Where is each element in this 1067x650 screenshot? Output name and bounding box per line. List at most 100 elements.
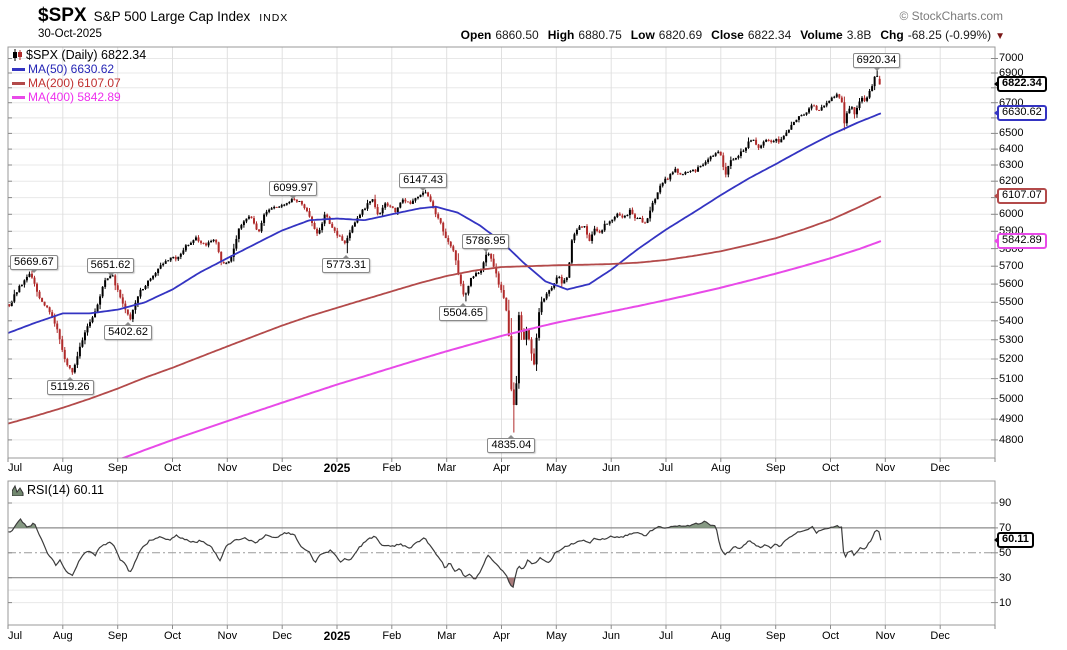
price-tick-label: 4900 bbox=[999, 413, 1024, 426]
price-tick-label: 4800 bbox=[999, 433, 1024, 446]
month-label: Aug bbox=[711, 462, 731, 474]
rsi-line bbox=[8, 517, 882, 589]
rsi-callout: 60.11 bbox=[994, 532, 1034, 549]
quote-label-high: High bbox=[547, 28, 575, 42]
rsi-fill-above-70 bbox=[8, 519, 881, 528]
price-tick-label: 6300 bbox=[999, 158, 1024, 171]
legend-symbol-label: $SPX (Daily) 6822.34 bbox=[26, 48, 147, 62]
month-label: Sep bbox=[107, 630, 128, 642]
quote-value-low: 6820.69 bbox=[658, 28, 703, 42]
month-label: Nov bbox=[875, 630, 896, 642]
month-label: Aug bbox=[711, 630, 731, 642]
rsi-tick-label: 50 bbox=[999, 546, 1012, 559]
symbol: $SPX bbox=[38, 5, 87, 26]
quote-value-chg: -68.25 (-0.99%) bbox=[907, 28, 992, 42]
rsi-tick-label: 90 bbox=[999, 497, 1012, 509]
price-tick-label: 5400 bbox=[999, 314, 1024, 327]
month-label: Feb bbox=[382, 630, 402, 642]
price-tick-label: 6200 bbox=[999, 175, 1024, 188]
month-label: Apr bbox=[492, 630, 511, 642]
month-label: Dec bbox=[272, 630, 292, 642]
price-callout: 6630.62 bbox=[994, 105, 1047, 122]
quote-bar: Open 6860.50 High 6880.75 Low 6820.69 Close 682… bbox=[452, 28, 1005, 42]
price-annotation: 5119.26 bbox=[46, 376, 94, 395]
month-label: Apr bbox=[492, 462, 511, 474]
exchange-tag: INDX bbox=[259, 12, 289, 24]
price-tick-label: 5100 bbox=[999, 372, 1024, 385]
month-label: Nov bbox=[217, 630, 238, 642]
month-label: Jun bbox=[602, 462, 621, 474]
rsi-tick-label: 70 bbox=[999, 521, 1012, 534]
price-tick-label: 5500 bbox=[999, 296, 1024, 309]
price-annotation: 5402.62 bbox=[104, 322, 152, 341]
chart-legend: $SPX (Daily) 6822.34 MA(50) 6630.62 MA(20… bbox=[12, 48, 146, 104]
price-callout: 6822.34 bbox=[994, 76, 1047, 93]
month-label: Feb bbox=[382, 462, 402, 474]
quote-label-open: Open bbox=[460, 28, 492, 42]
ma-line-200 bbox=[8, 195, 882, 425]
rsi-label: RSI(14) bbox=[27, 483, 71, 497]
month-label: Dec bbox=[930, 630, 950, 642]
price-annotation: 5773.31 bbox=[322, 255, 371, 274]
legend-main-row: $SPX (Daily) 6822.34 bbox=[12, 48, 146, 62]
price-annotation: 5786.95 bbox=[461, 233, 510, 252]
quote-value-high: 6880.75 bbox=[578, 28, 622, 42]
quote-label-chg: Chg bbox=[880, 28, 904, 42]
month-label: Jul bbox=[8, 630, 23, 642]
price-tick-label: 5200 bbox=[999, 352, 1024, 365]
price-annotation: 5504.65 bbox=[439, 303, 487, 322]
chg-dropdown-arrow-icon[interactable]: ▼ bbox=[995, 31, 1005, 42]
quote-value-close: 6822.34 bbox=[747, 28, 792, 42]
price-tick-label: 6400 bbox=[999, 143, 1024, 156]
ma-line-swatch bbox=[12, 96, 25, 100]
chart-header: $SPX S&P 500 Large Cap Index INDX bbox=[38, 5, 288, 27]
ma-line-50 bbox=[8, 112, 882, 334]
month-label: 2025 bbox=[323, 629, 351, 643]
price-tick-label: 6900 bbox=[999, 67, 1024, 79]
month-label: Oct bbox=[163, 462, 182, 474]
quote-label-close: Close bbox=[711, 28, 744, 42]
price-callout: 6107.07 bbox=[994, 188, 1047, 205]
axis-ticks bbox=[7, 58, 998, 629]
month-label: Jun bbox=[602, 630, 621, 642]
legend-ma-row-0: MA(50) 6630.62 bbox=[12, 62, 146, 76]
legend-ma-label: MA(200) 6107.07 bbox=[28, 76, 121, 90]
quote-label-low: Low bbox=[630, 28, 655, 42]
month-label: Aug bbox=[53, 462, 73, 474]
price-tick-label: 6500 bbox=[999, 127, 1024, 140]
price-annotation: 6147.43 bbox=[399, 172, 447, 191]
legend-ma-label: MA(50) 6630.62 bbox=[28, 62, 115, 76]
price-annotation: 6920.34 bbox=[852, 53, 901, 72]
price-tick-label: 5600 bbox=[999, 278, 1024, 291]
rsi-tick-label: 30 bbox=[999, 571, 1012, 584]
price-annotation: 4835.04 bbox=[487, 434, 536, 453]
legend-ma-row-2: MA(400) 5842.89 bbox=[12, 90, 146, 104]
quote-value-open: 6860.50 bbox=[495, 28, 539, 42]
price-annotation: 6099.97 bbox=[269, 180, 317, 199]
legend-ma-row-1: MA(200) 6107.07 bbox=[12, 76, 146, 90]
rsi-tick-label: 10 bbox=[999, 596, 1012, 609]
month-label: Oct bbox=[821, 630, 840, 642]
month-label: Sep bbox=[765, 462, 786, 474]
price-callout: 5842.89 bbox=[994, 233, 1047, 250]
symbol-description: S&P 500 Large Cap Index bbox=[93, 9, 251, 24]
month-label: Dec bbox=[272, 462, 292, 474]
month-label: Jul bbox=[658, 630, 674, 642]
month-label: 2025 bbox=[323, 461, 351, 475]
rsi-fill-below-30 bbox=[8, 577, 881, 588]
price-annotation: 5651.62 bbox=[86, 257, 135, 276]
rsi-value: 60.11 bbox=[73, 483, 104, 497]
month-label: Dec bbox=[930, 462, 950, 474]
quote-label-volume: Volume bbox=[800, 28, 843, 42]
chart-date: 30-Oct-2025 bbox=[38, 28, 102, 40]
month-label: Jul bbox=[8, 462, 23, 474]
rsi-area-icon bbox=[11, 484, 24, 497]
month-label: Mar bbox=[437, 462, 457, 474]
ma-line-swatch bbox=[12, 68, 25, 72]
month-label: Nov bbox=[875, 462, 896, 474]
stockcharts-credit: © StockCharts.com bbox=[899, 9, 1003, 23]
candlestick-icon bbox=[13, 49, 22, 61]
month-label: Sep bbox=[107, 462, 128, 474]
